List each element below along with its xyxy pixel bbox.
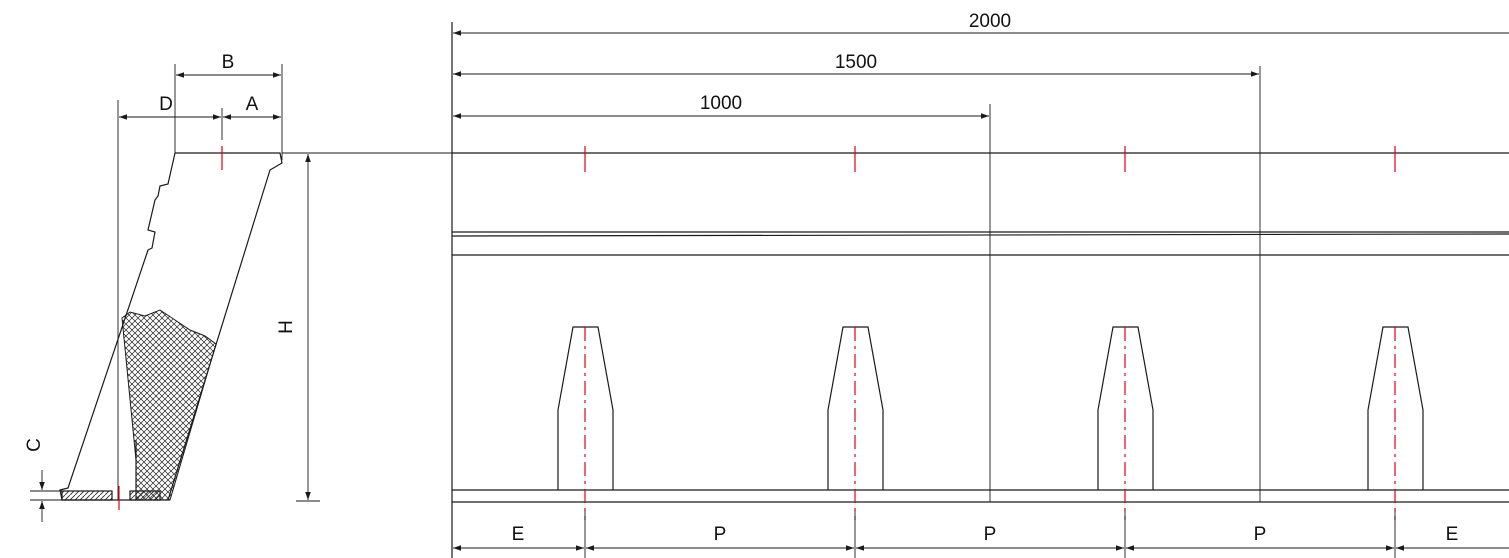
support-1	[557, 146, 614, 558]
dim-label-p2: P	[984, 524, 997, 545]
dim-label-d: D	[159, 94, 173, 115]
support-2	[827, 146, 884, 558]
dim-label-p3: P	[1254, 524, 1267, 545]
dim-label-2000: 2000	[969, 11, 1011, 32]
base-plate-left	[61, 490, 113, 501]
dim-label-1000: 1000	[700, 93, 742, 114]
dim-label-b: B	[222, 52, 235, 73]
section-outline	[59, 152, 283, 501]
dim-label-h: H	[276, 320, 297, 334]
dim-label-c: C	[24, 438, 45, 452]
dim-label-p1: P	[714, 524, 727, 545]
dim-label-a: A	[246, 94, 259, 115]
elevation-view: 2000 1500 1000	[451, 11, 1509, 558]
support-3	[1097, 146, 1154, 558]
dim-label-e-right: E	[1446, 524, 1459, 545]
elevation-band-upper	[451, 233, 1509, 237]
dim-label-e-left: E	[512, 524, 525, 545]
section-view: B D A H C	[24, 52, 452, 522]
base-plate-right	[129, 490, 161, 501]
support-4	[1367, 146, 1424, 558]
dim-label-1500: 1500	[835, 52, 877, 73]
